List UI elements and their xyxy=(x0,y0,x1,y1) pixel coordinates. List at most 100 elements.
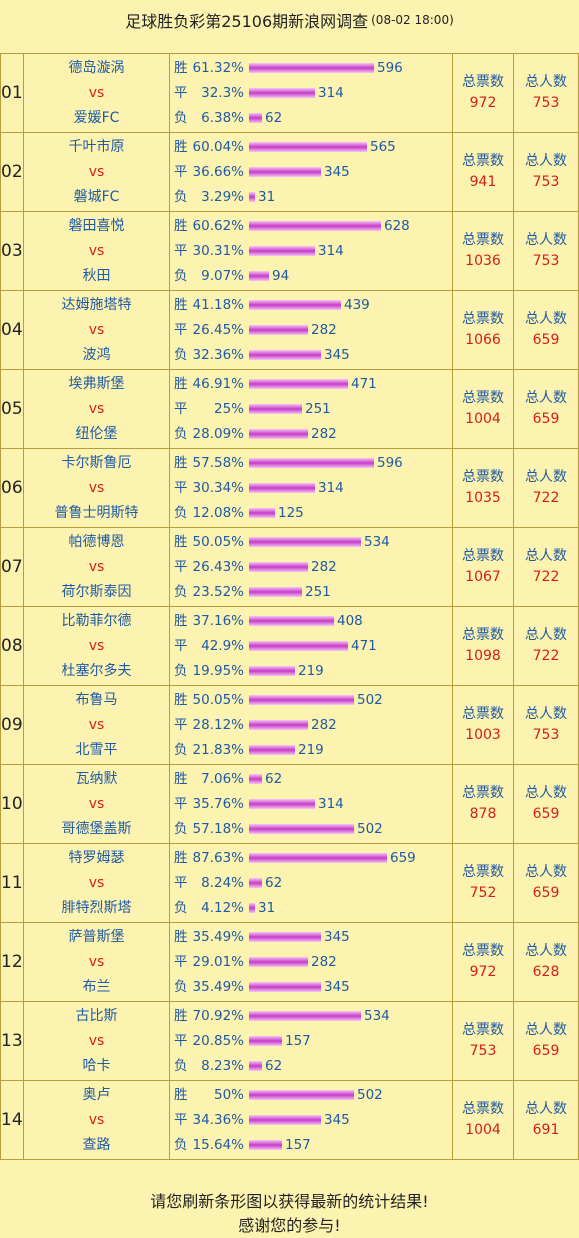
odds-loss-label: 负 xyxy=(174,109,188,126)
total-votes-value: 1036 xyxy=(465,253,501,269)
vs-label: vs xyxy=(88,242,105,259)
total-votes-cell: 总票数 1035 xyxy=(452,448,514,528)
odds-draw-line: 平 35.76% 314 xyxy=(170,792,452,817)
odds-draw-label: 平 xyxy=(174,479,188,496)
total-votes-label: 总票数 xyxy=(462,390,504,406)
odds-win-line: 胜 61.32% 596 xyxy=(170,56,452,81)
odds-win-count: 628 xyxy=(384,217,410,234)
total-votes-label: 总票数 xyxy=(462,627,504,643)
home-team: 古比斯 xyxy=(75,1007,118,1024)
total-votes-cell: 总票数 1066 xyxy=(452,290,514,370)
total-votes-cell: 总票数 878 xyxy=(452,764,514,844)
page-title: 足球胜负彩第25106期新浪网调查 xyxy=(125,12,369,31)
match-row: 08 比勒菲尔德 vs 杜塞尔多夫 胜 37.16% 408 平 42.9% 4… xyxy=(0,606,579,686)
odds-loss-label: 负 xyxy=(174,741,188,758)
odds-cell: 胜 57.58% 596 平 30.34% 314 负 12.08% 125 xyxy=(169,448,453,528)
odds-draw-bar xyxy=(249,878,262,888)
odds-loss-line: 负 4.12% 31 xyxy=(170,896,452,921)
match-number: 05 xyxy=(0,369,24,449)
odds-loss-percent: 15.64% xyxy=(192,1136,244,1153)
odds-draw-line: 平 30.31% 314 xyxy=(170,239,452,264)
home-team: 布鲁马 xyxy=(75,691,118,708)
odds-win-bar xyxy=(249,853,387,863)
odds-win-bar xyxy=(249,63,374,73)
match-number: 13 xyxy=(0,1001,24,1081)
total-people-cell: 总人数 691 xyxy=(513,1080,579,1160)
odds-win-bar xyxy=(249,221,381,231)
odds-loss-line: 负 19.95% 219 xyxy=(170,659,452,684)
odds-win-bar xyxy=(249,458,374,468)
odds-draw-count: 345 xyxy=(324,1111,350,1128)
match-number: 06 xyxy=(0,448,24,528)
odds-win-percent: 46.91% xyxy=(192,375,244,392)
odds-draw-label: 平 xyxy=(174,1111,188,1128)
match-teams: 萨普斯堡 vs 布兰 xyxy=(23,922,170,1002)
odds-draw-percent: 8.24% xyxy=(201,874,244,891)
odds-draw-bar xyxy=(249,720,308,730)
odds-cell: 胜 7.06% 62 平 35.76% 314 负 57.18% 502 xyxy=(169,764,453,844)
total-people-cell: 总人数 722 xyxy=(513,448,579,528)
odds-win-line: 胜 50.05% 502 xyxy=(170,688,452,713)
odds-loss-label: 负 xyxy=(174,1057,188,1074)
total-votes-label: 总票数 xyxy=(462,785,504,801)
odds-draw-percent: 35.76% xyxy=(192,795,244,812)
total-votes-label: 总票数 xyxy=(462,1022,504,1038)
total-people-label: 总人数 xyxy=(525,548,567,564)
vs-label: vs xyxy=(88,84,105,101)
away-team: 爱媛FC xyxy=(73,109,120,126)
total-people-cell: 总人数 628 xyxy=(513,922,579,1002)
away-team: 查路 xyxy=(82,1136,111,1153)
odds-draw-line: 平 32.3% 314 xyxy=(170,81,452,106)
match-number: 09 xyxy=(0,685,24,765)
total-people-label: 总人数 xyxy=(525,232,567,248)
match-number: 14 xyxy=(0,1080,24,1160)
odds-loss-bar xyxy=(249,1061,262,1071)
match-teams: 帕德博恩 vs 荷尔斯泰因 xyxy=(23,527,170,607)
total-people-cell: 总人数 722 xyxy=(513,527,579,607)
match-teams: 比勒菲尔德 vs 杜塞尔多夫 xyxy=(23,606,170,686)
odds-win-count: 502 xyxy=(357,1086,383,1103)
total-people-value: 753 xyxy=(532,174,560,190)
vs-label: vs xyxy=(88,321,105,338)
odds-win-percent: 60.04% xyxy=(192,138,244,155)
odds-loss-count: 251 xyxy=(305,583,331,600)
odds-loss-label: 负 xyxy=(174,188,188,205)
odds-cell: 胜 70.92% 534 平 20.85% 157 负 8.23% 62 xyxy=(169,1001,453,1081)
odds-loss-line: 负 35.49% 345 xyxy=(170,975,452,1000)
odds-win-line: 胜 87.63% 659 xyxy=(170,846,452,871)
odds-draw-label: 平 xyxy=(174,84,188,101)
odds-win-percent: 57.58% xyxy=(192,454,244,471)
footer-thanks: 感谢您的参与! xyxy=(238,1216,341,1235)
odds-loss-percent: 23.52% xyxy=(192,583,244,600)
match-teams: 特罗姆瑟 vs 腓特烈斯塔 xyxy=(23,843,170,923)
odds-win-count: 659 xyxy=(390,849,416,866)
footer-refresh-note: 请您刷新条形图以获得最新的统计结果! xyxy=(150,1192,429,1211)
odds-loss-count: 94 xyxy=(272,267,290,284)
odds-draw-bar xyxy=(249,799,315,809)
odds-win-count: 439 xyxy=(344,296,370,313)
odds-loss-label: 负 xyxy=(174,820,188,837)
odds-win-count: 502 xyxy=(357,691,383,708)
odds-loss-bar xyxy=(249,903,255,913)
odds-draw-count: 314 xyxy=(318,479,344,496)
odds-win-count: 534 xyxy=(364,1007,390,1024)
odds-win-bar xyxy=(249,537,361,547)
survey-date: (08-02 18:00) xyxy=(371,13,454,27)
match-row: 13 古比斯 vs 哈卡 胜 70.92% 534 平 20.85% 157 负… xyxy=(0,1001,579,1081)
total-people-label: 总人数 xyxy=(525,311,567,327)
match-number: 12 xyxy=(0,922,24,1002)
match-teams: 磐田喜悦 vs 秋田 xyxy=(23,211,170,291)
odds-draw-percent: 30.31% xyxy=(192,242,244,259)
odds-loss-count: 345 xyxy=(324,346,350,363)
match-number: 07 xyxy=(0,527,24,607)
odds-win-line: 胜 57.58% 596 xyxy=(170,451,452,476)
home-team: 达姆施塔特 xyxy=(61,296,132,313)
odds-win-bar xyxy=(249,1011,361,1021)
odds-win-count: 408 xyxy=(337,612,363,629)
odds-win-percent: 41.18% xyxy=(192,296,244,313)
odds-win-label: 胜 xyxy=(174,770,188,787)
odds-loss-bar xyxy=(249,429,308,439)
total-votes-cell: 总票数 753 xyxy=(452,1001,514,1081)
total-people-label: 总人数 xyxy=(525,627,567,643)
odds-win-count: 62 xyxy=(265,770,283,787)
